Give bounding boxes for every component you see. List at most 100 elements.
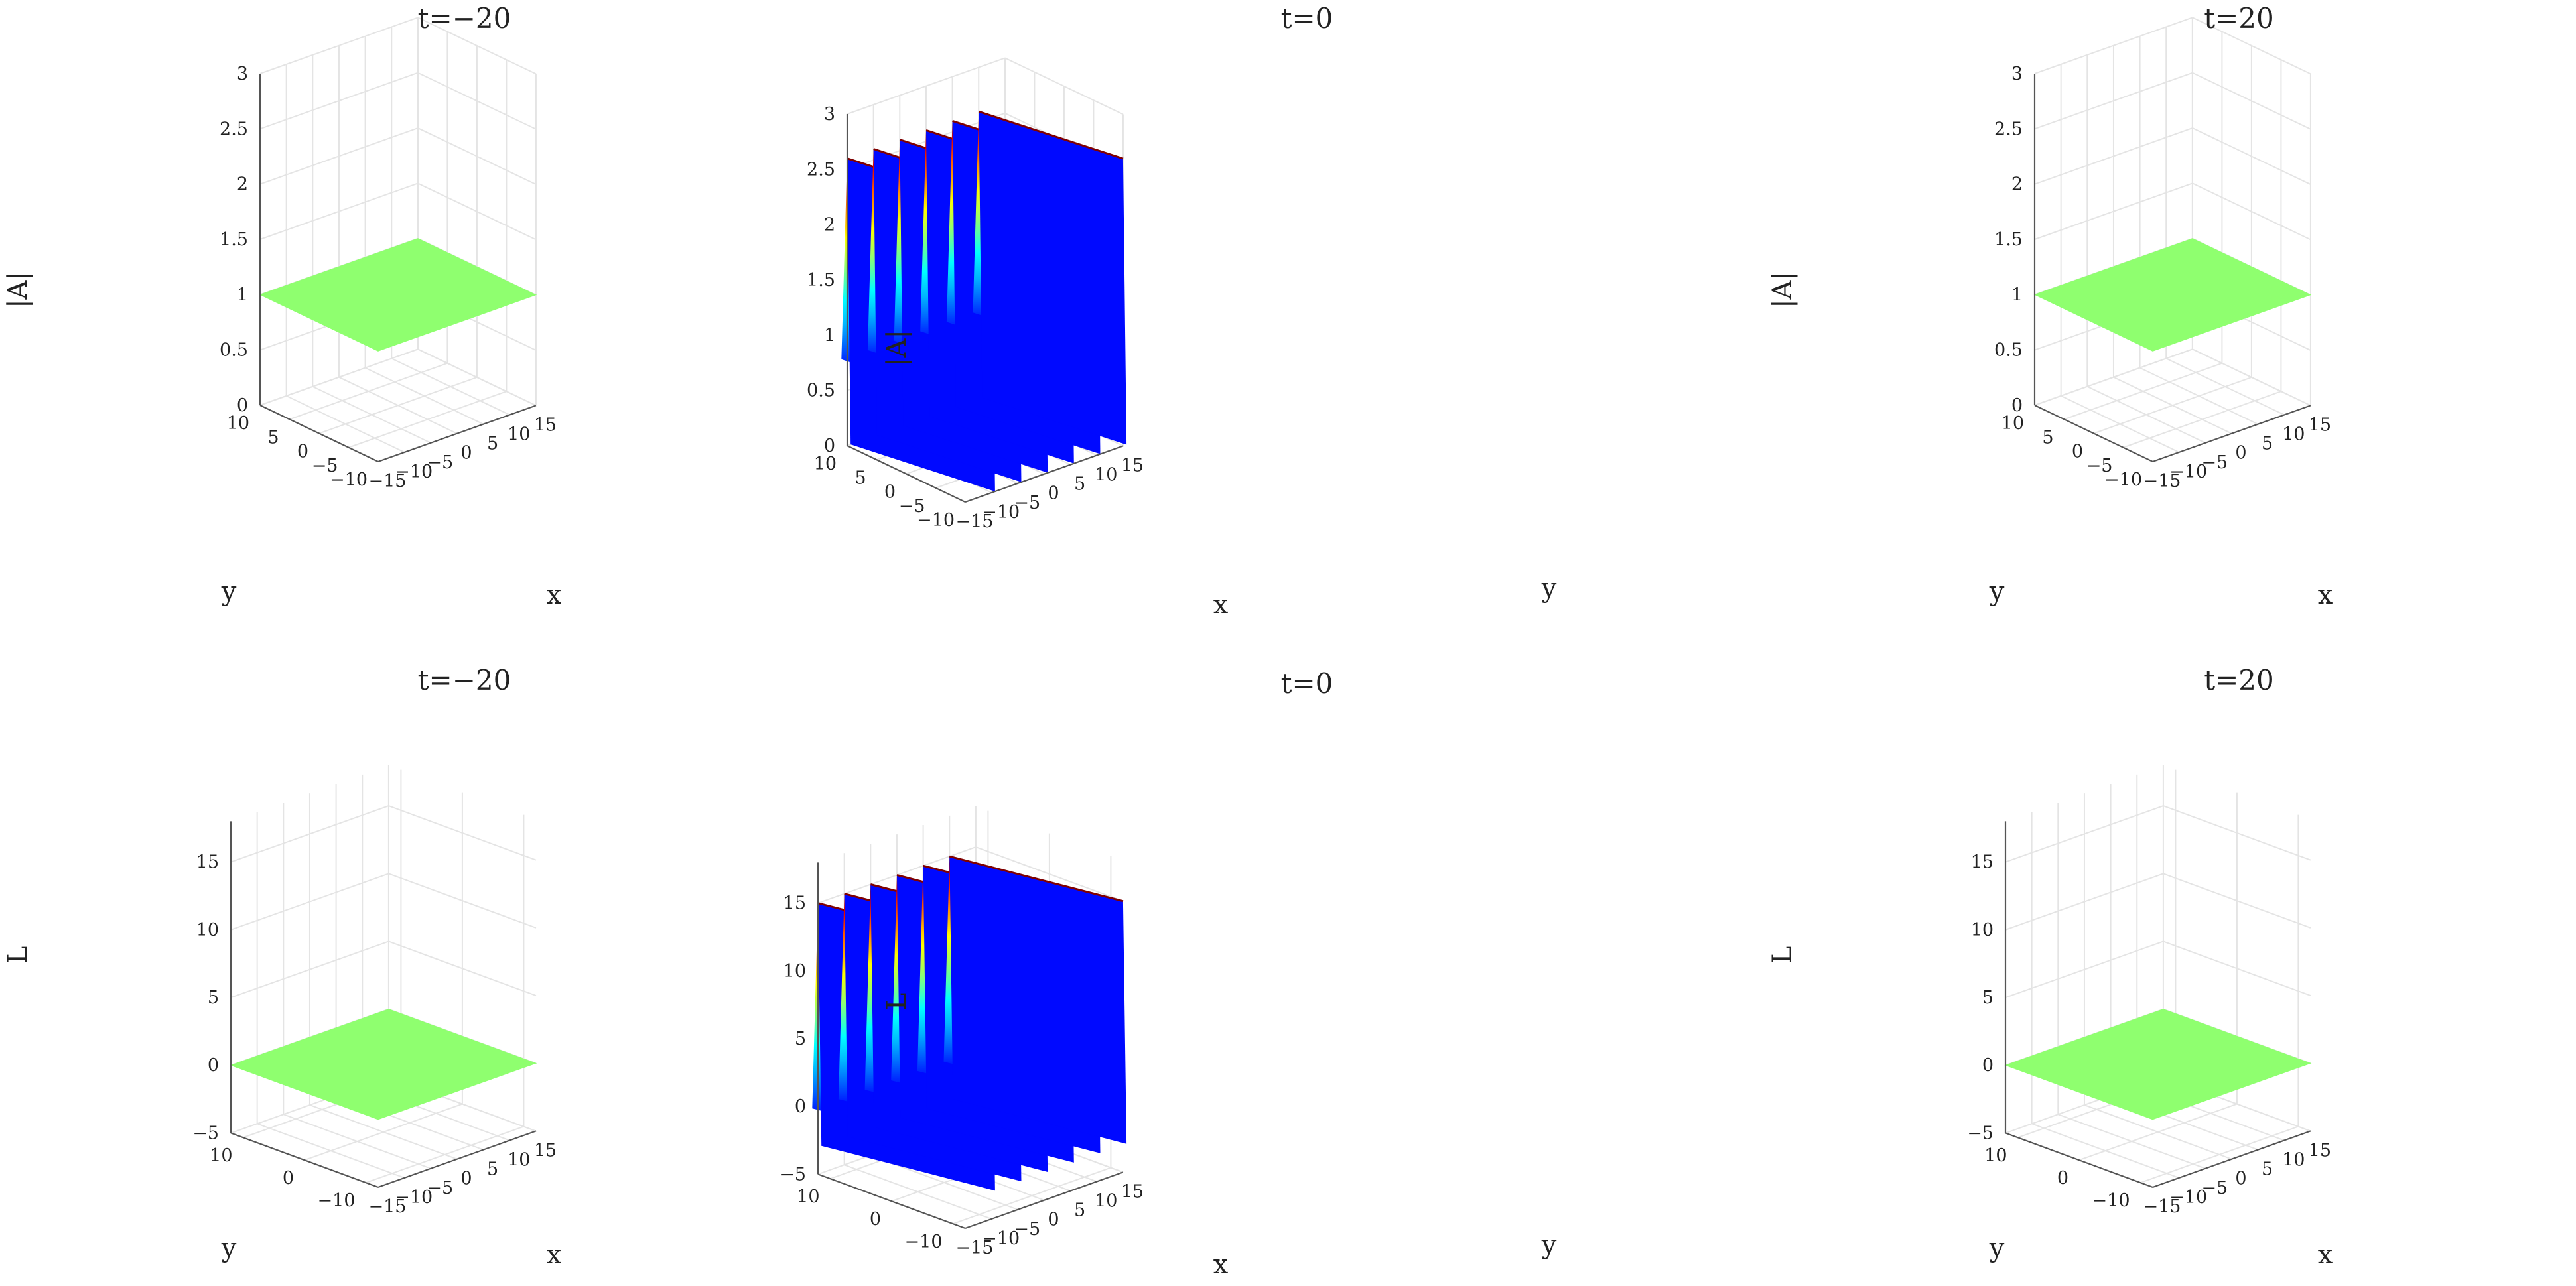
z-tick-label: 0.5: [220, 340, 248, 361]
x-tick-label: 10: [2282, 1150, 2305, 1171]
wall-gridline: [2034, 182, 2193, 240]
x-tick-label: 15: [2309, 415, 2331, 435]
z-tick-label: 0: [2011, 395, 2023, 416]
wall-gridline: [259, 17, 419, 74]
x-axis-line: [377, 405, 537, 463]
wall-gridline: [230, 940, 389, 998]
x-tick-label: 5: [1074, 474, 1085, 495]
y-tick-label: −10: [318, 1190, 356, 1211]
ridge-backslope: [979, 111, 1127, 445]
z-tick-label: 15: [196, 852, 219, 873]
y-axis-line: [2034, 405, 2153, 462]
x-tick-label: −15: [369, 471, 407, 491]
x-tick-label: 10: [2282, 424, 2305, 445]
y-axis-line: [230, 1132, 379, 1189]
y-axis-label: y: [221, 1233, 237, 1263]
wall-gridline: [388, 805, 537, 861]
wall-gridline: [259, 182, 419, 240]
x-tick-label: −5: [1014, 1219, 1040, 1240]
x-tick-label: 15: [1121, 1181, 1144, 1202]
panel-3: −15−10−5 0 5 10 15−10−5051000.511.522.53t=20…: [1767, 2, 2333, 610]
z-tick-label: 10: [783, 961, 806, 982]
z-tick-label: 5: [1982, 988, 1994, 1008]
z-tick-label: 0: [1982, 1055, 1994, 1076]
x-tick-label: −5: [2201, 452, 2228, 473]
y-axis-label: y: [1989, 576, 2005, 607]
x-axis-label: x: [2318, 1240, 2333, 1270]
x-tick-label: −5: [1014, 493, 1040, 513]
z-tick-label: 0.5: [1994, 340, 2023, 361]
z-tick-label: 2: [824, 215, 835, 235]
ridge-backslope: [949, 856, 1127, 1144]
surface-ridges: [812, 855, 1127, 1191]
z-tick-label: 2.5: [807, 159, 835, 180]
z-tick-label: 1: [824, 325, 835, 346]
wall-gridline: [417, 17, 537, 75]
y-tick-label: −10: [905, 1232, 943, 1252]
z-axis-label: L: [1767, 946, 1798, 964]
wall-gridline: [2192, 127, 2311, 185]
x-tick-label: −10: [982, 1228, 1020, 1249]
wall-gridline: [417, 127, 537, 185]
z-axis-label: L: [882, 993, 912, 1011]
z-tick-label: 1.5: [220, 229, 248, 250]
wall-gridline: [2192, 182, 2311, 241]
x-tick-label: 10: [1095, 1191, 1117, 1212]
y-axis-label: y: [1989, 1233, 2005, 1263]
wall-gridline: [2163, 940, 2311, 996]
x-axis-line: [965, 445, 1124, 503]
panel-title: t=0: [1281, 667, 1333, 700]
y-tick-label: 10: [797, 1187, 819, 1207]
y-axis-line: [817, 1173, 966, 1230]
z-tick-label: 3: [237, 64, 248, 84]
x-tick-label: 0: [460, 1169, 472, 1189]
surface-flat: [259, 238, 537, 352]
z-tick-label: 5: [208, 988, 219, 1008]
wall-gridline: [847, 57, 1006, 115]
panel-title: t=−20: [418, 664, 511, 696]
y-tick-label: 0: [2057, 1168, 2068, 1189]
wall-gridline: [417, 182, 537, 241]
x-tick-label: 10: [1095, 465, 1117, 485]
y-axis-line: [2005, 1132, 2153, 1189]
z-tick-label: 2.5: [220, 119, 248, 139]
panel-title: t=−20: [418, 2, 511, 34]
z-axis-label: |A|: [1767, 271, 1798, 308]
x-axis-label: x: [1213, 590, 1229, 620]
x-tick-label: 5: [2262, 434, 2273, 454]
x-tick-label: 0: [1048, 483, 1059, 504]
x-tick-label: 10: [508, 424, 530, 445]
floor-gridline: [304, 1103, 463, 1161]
z-tick-label: −5: [1967, 1123, 1994, 1143]
x-tick-label: −10: [395, 1187, 433, 1208]
x-tick-label: −10: [2169, 1187, 2207, 1208]
y-tick-label: −5: [899, 496, 925, 517]
x-tick-label: 0: [2235, 443, 2246, 464]
wall-gridline: [2005, 805, 2164, 863]
x-axis-line: [965, 1171, 1124, 1230]
wall-gridline: [2192, 348, 2311, 407]
x-tick-label: 0: [2235, 1169, 2246, 1189]
z-tick-label: 10: [196, 920, 219, 940]
wall-gridline: [2034, 348, 2193, 406]
y-tick-label: −10: [330, 470, 368, 490]
x-axis-label: x: [1213, 1250, 1229, 1280]
x-tick-label: −5: [427, 1178, 453, 1198]
z-tick-label: 10: [1971, 920, 1994, 940]
wall-gridline: [2192, 72, 2311, 130]
z-tick-label: 1.5: [807, 270, 835, 290]
z-tick-label: 0: [237, 395, 248, 416]
z-axis-label: |A|: [882, 330, 912, 367]
wall-gridline: [2034, 72, 2193, 130]
z-tick-label: 2: [2011, 174, 2023, 195]
panel-2: −15−10−5 0 5 10 15−10−5051000.511.522.53t=0x…: [807, 2, 1557, 620]
y-tick-label: 0: [283, 1168, 294, 1189]
wall-gridline: [2034, 127, 2193, 185]
wall-gridline: [2034, 17, 2193, 74]
wall-gridline: [388, 873, 537, 929]
wall-gridline: [417, 348, 537, 407]
y-tick-label: 10: [2001, 413, 2024, 434]
floor-gridline: [318, 376, 478, 434]
surface-flat: [2004, 1009, 2312, 1120]
